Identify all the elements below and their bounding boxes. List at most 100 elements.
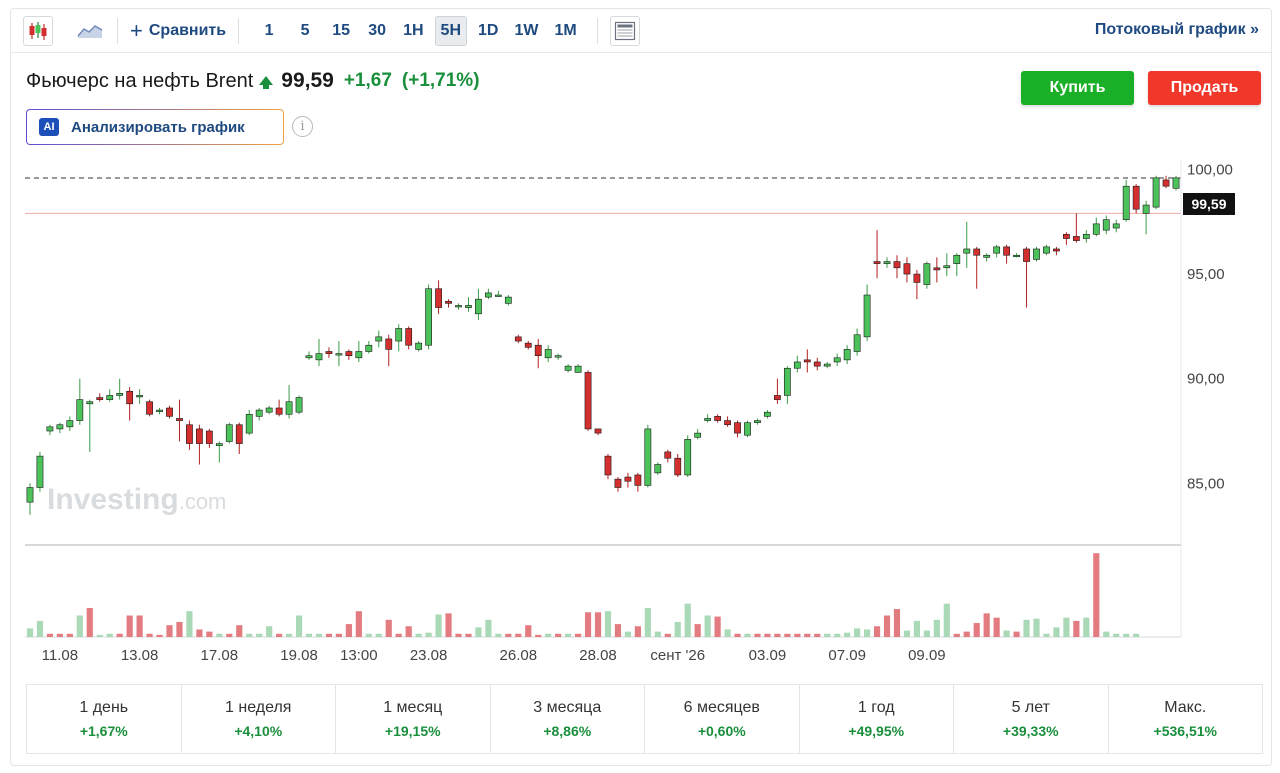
- volume-bar: [684, 603, 691, 637]
- interval-5h[interactable]: 5H: [434, 15, 467, 46]
- time-axis-label: 26.08: [500, 647, 538, 664]
- volume-bar: [963, 631, 970, 637]
- interval-15[interactable]: 15: [332, 21, 350, 39]
- volume-bar: [405, 626, 412, 637]
- sell-button[interactable]: Продать: [1148, 71, 1261, 105]
- candle-body: [205, 430, 213, 444]
- volume-bar: [435, 614, 442, 637]
- candle-body: [46, 426, 54, 432]
- investing-watermark: Investing.com: [47, 483, 226, 516]
- candle-body: [544, 349, 552, 359]
- volume-bar: [375, 633, 382, 637]
- volume-bar: [525, 625, 532, 637]
- performance-period[interactable]: 5 лет +39,33%: [954, 685, 1109, 753]
- candle-body: [803, 359, 811, 363]
- volume-bar: [475, 627, 482, 637]
- candle-body: [674, 457, 682, 476]
- candle-body: [734, 422, 741, 434]
- volume-bar: [744, 633, 751, 637]
- candle-body: [395, 328, 403, 342]
- candle-body: [345, 351, 353, 356]
- interval-30[interactable]: 30: [368, 21, 386, 39]
- candle-body: [1013, 254, 1020, 258]
- volume-bar: [1123, 633, 1130, 637]
- time-axis-label: 28.08: [579, 647, 617, 664]
- price-axis-label: 85,00: [1187, 475, 1225, 492]
- volume-bar: [335, 633, 343, 637]
- volume-bar: [674, 621, 681, 637]
- volume-bar: [126, 615, 133, 637]
- time-axis-label: 03.09: [749, 647, 787, 664]
- layout-table-icon[interactable]: [609, 15, 640, 46]
- candlestick-chart-icon[interactable]: [23, 15, 53, 46]
- interval-selector: 1 5 15 30 1H 5H 1D 1W 1M: [251, 15, 585, 46]
- interval-1[interactable]: 1: [264, 21, 274, 39]
- candle-body: [375, 336, 383, 342]
- volume-bar: [395, 633, 402, 637]
- candle-body: [584, 372, 592, 430]
- performance-period-label: 1 неделя: [225, 699, 292, 716]
- candle-body: [783, 367, 791, 396]
- candle-body: [365, 344, 373, 352]
- interval-1h[interactable]: 1H: [403, 21, 424, 39]
- candle-body: [116, 393, 124, 396]
- interval-1w[interactable]: 1W: [514, 21, 539, 39]
- volume-bar: [1133, 633, 1140, 637]
- volume-bar: [256, 633, 263, 637]
- instrument-header: Фьючерс на нефть Brent 99,59 +1,67 (+1,7…: [26, 69, 480, 93]
- analyze-chart-button[interactable]: AI Анализировать график: [26, 109, 284, 145]
- candle-body: [923, 263, 931, 285]
- interval-1d[interactable]: 1D: [478, 21, 499, 39]
- volume-bar: [196, 629, 203, 637]
- candle-body: [744, 422, 751, 436]
- volume-bar: [624, 631, 632, 637]
- volume-bar: [545, 633, 552, 637]
- candle-body: [833, 357, 841, 363]
- candle-body: [694, 432, 702, 438]
- candle-body: [1082, 234, 1090, 239]
- candle-body: [86, 401, 94, 405]
- candle-body: [465, 305, 472, 308]
- interval-5[interactable]: 5: [300, 21, 310, 39]
- candle-body: [186, 424, 193, 444]
- interval-1m[interactable]: 1M: [554, 21, 577, 39]
- volume-bar: [505, 633, 512, 637]
- stream-chart-link[interactable]: Потоковый график »: [1094, 21, 1259, 38]
- performance-period[interactable]: 1 неделя +4,10%: [182, 685, 336, 753]
- performance-period[interactable]: 1 месяц +19,15%: [336, 685, 491, 753]
- performance-period[interactable]: 1 день +1,67%: [27, 685, 182, 753]
- volume-bar: [206, 631, 213, 637]
- candle-body: [1063, 234, 1070, 239]
- candle-body: [76, 399, 84, 421]
- performance-period[interactable]: 6 месяцев +0,60%: [645, 685, 800, 753]
- volume-bar: [634, 626, 641, 637]
- volume-bar: [923, 630, 930, 637]
- volume-bar: [56, 633, 63, 637]
- buy-button[interactable]: Купить: [1021, 71, 1134, 105]
- performance-period[interactable]: Макс. +536,51%: [1109, 685, 1263, 753]
- candle-body: [494, 294, 502, 297]
- volume-bar: [804, 633, 811, 637]
- volume-bar: [136, 615, 143, 637]
- candle-body: [325, 351, 333, 354]
- analyze-chart-label: Анализировать график: [71, 118, 245, 136]
- area-chart-icon[interactable]: [75, 16, 105, 46]
- price-change-percent: (+1,71%): [401, 70, 480, 91]
- candle-body: [305, 355, 313, 359]
- info-icon[interactable]: i: [292, 116, 313, 137]
- price-chart[interactable]: Investing.com 100,00 95,00 90,00 85,00 11.08 1…: [11, 159, 1271, 684]
- candle-body: [823, 363, 831, 367]
- candle-body: [1033, 248, 1040, 260]
- compare-button[interactable]: + Сравнить: [130, 19, 226, 41]
- candle-body: [66, 420, 74, 428]
- volume-bar: [654, 631, 661, 637]
- candle-body: [554, 355, 562, 358]
- volume-bar: [555, 633, 562, 637]
- volume-bar: [913, 620, 921, 637]
- performance-period[interactable]: 3 месяца +8,86%: [491, 685, 645, 753]
- chart-toolbar: + Сравнить 1 5 15 30 1H 5H 1D 1W 1M Потоковый гр…: [11, 9, 1271, 53]
- volume-bar: [1083, 617, 1090, 637]
- performance-period[interactable]: 1 год +49,95%: [800, 685, 954, 753]
- volume-bar: [226, 633, 233, 637]
- candle-body: [425, 288, 432, 346]
